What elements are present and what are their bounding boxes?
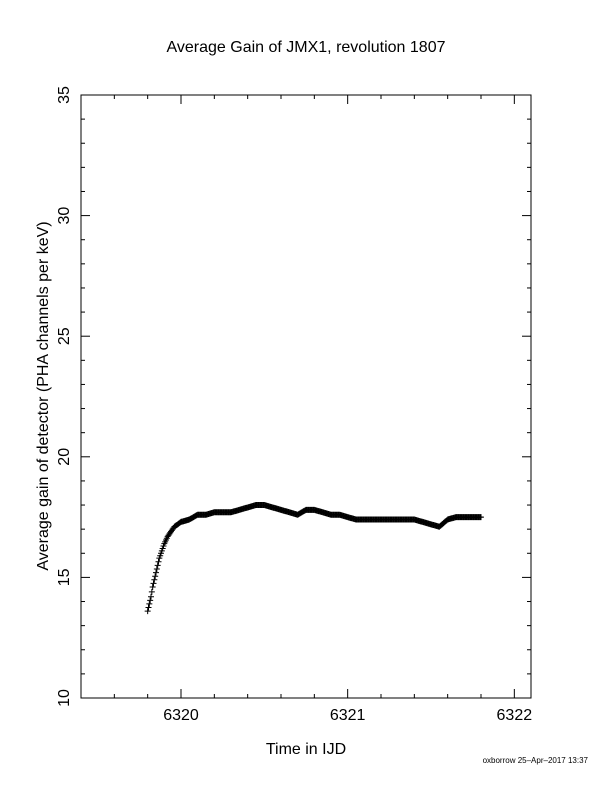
plot-frame: [80, 94, 532, 699]
axis-ticks: [81, 94, 531, 699]
data-point: [149, 584, 156, 591]
data-point: [151, 576, 158, 583]
x-tick-label: 6322: [497, 707, 533, 724]
chart-title: Average Gain of JMX1, revolution 1807: [167, 39, 446, 56]
data-point: [148, 588, 155, 595]
data-point: [148, 593, 154, 600]
data-point: [152, 573, 159, 580]
data-point: [478, 514, 484, 521]
x-tick-label: 6320: [163, 707, 199, 724]
x-tick-label: 6321: [330, 707, 366, 724]
data-point: [153, 565, 160, 572]
data-point: [144, 608, 151, 615]
y-tick-labels: 10 15 20 25 30 35: [56, 86, 73, 707]
data-point: [154, 562, 161, 569]
y-tick-label: 20: [56, 448, 73, 466]
data-points: [144, 502, 484, 615]
data-point: [147, 597, 154, 604]
y-axis-label: Average gain of detector (PHA channels p…: [35, 221, 52, 570]
data-point: [146, 600, 153, 607]
x-tick-labels: 6320 6321 6322: [163, 707, 532, 724]
y-tick-label: 35: [56, 86, 73, 104]
y-tick-label: 15: [56, 568, 73, 586]
credit-stamp: oxborrow 25–Apr–2017 13:37: [482, 756, 588, 765]
y-tick-label: 10: [56, 689, 73, 707]
y-tick-label: 25: [56, 327, 73, 345]
data-point: [155, 558, 162, 565]
data-point: [145, 604, 152, 611]
data-point: [150, 580, 157, 587]
x-axis-label: Time in IJD: [266, 741, 346, 758]
y-tick-label: 30: [56, 207, 73, 225]
data-point: [153, 569, 159, 576]
